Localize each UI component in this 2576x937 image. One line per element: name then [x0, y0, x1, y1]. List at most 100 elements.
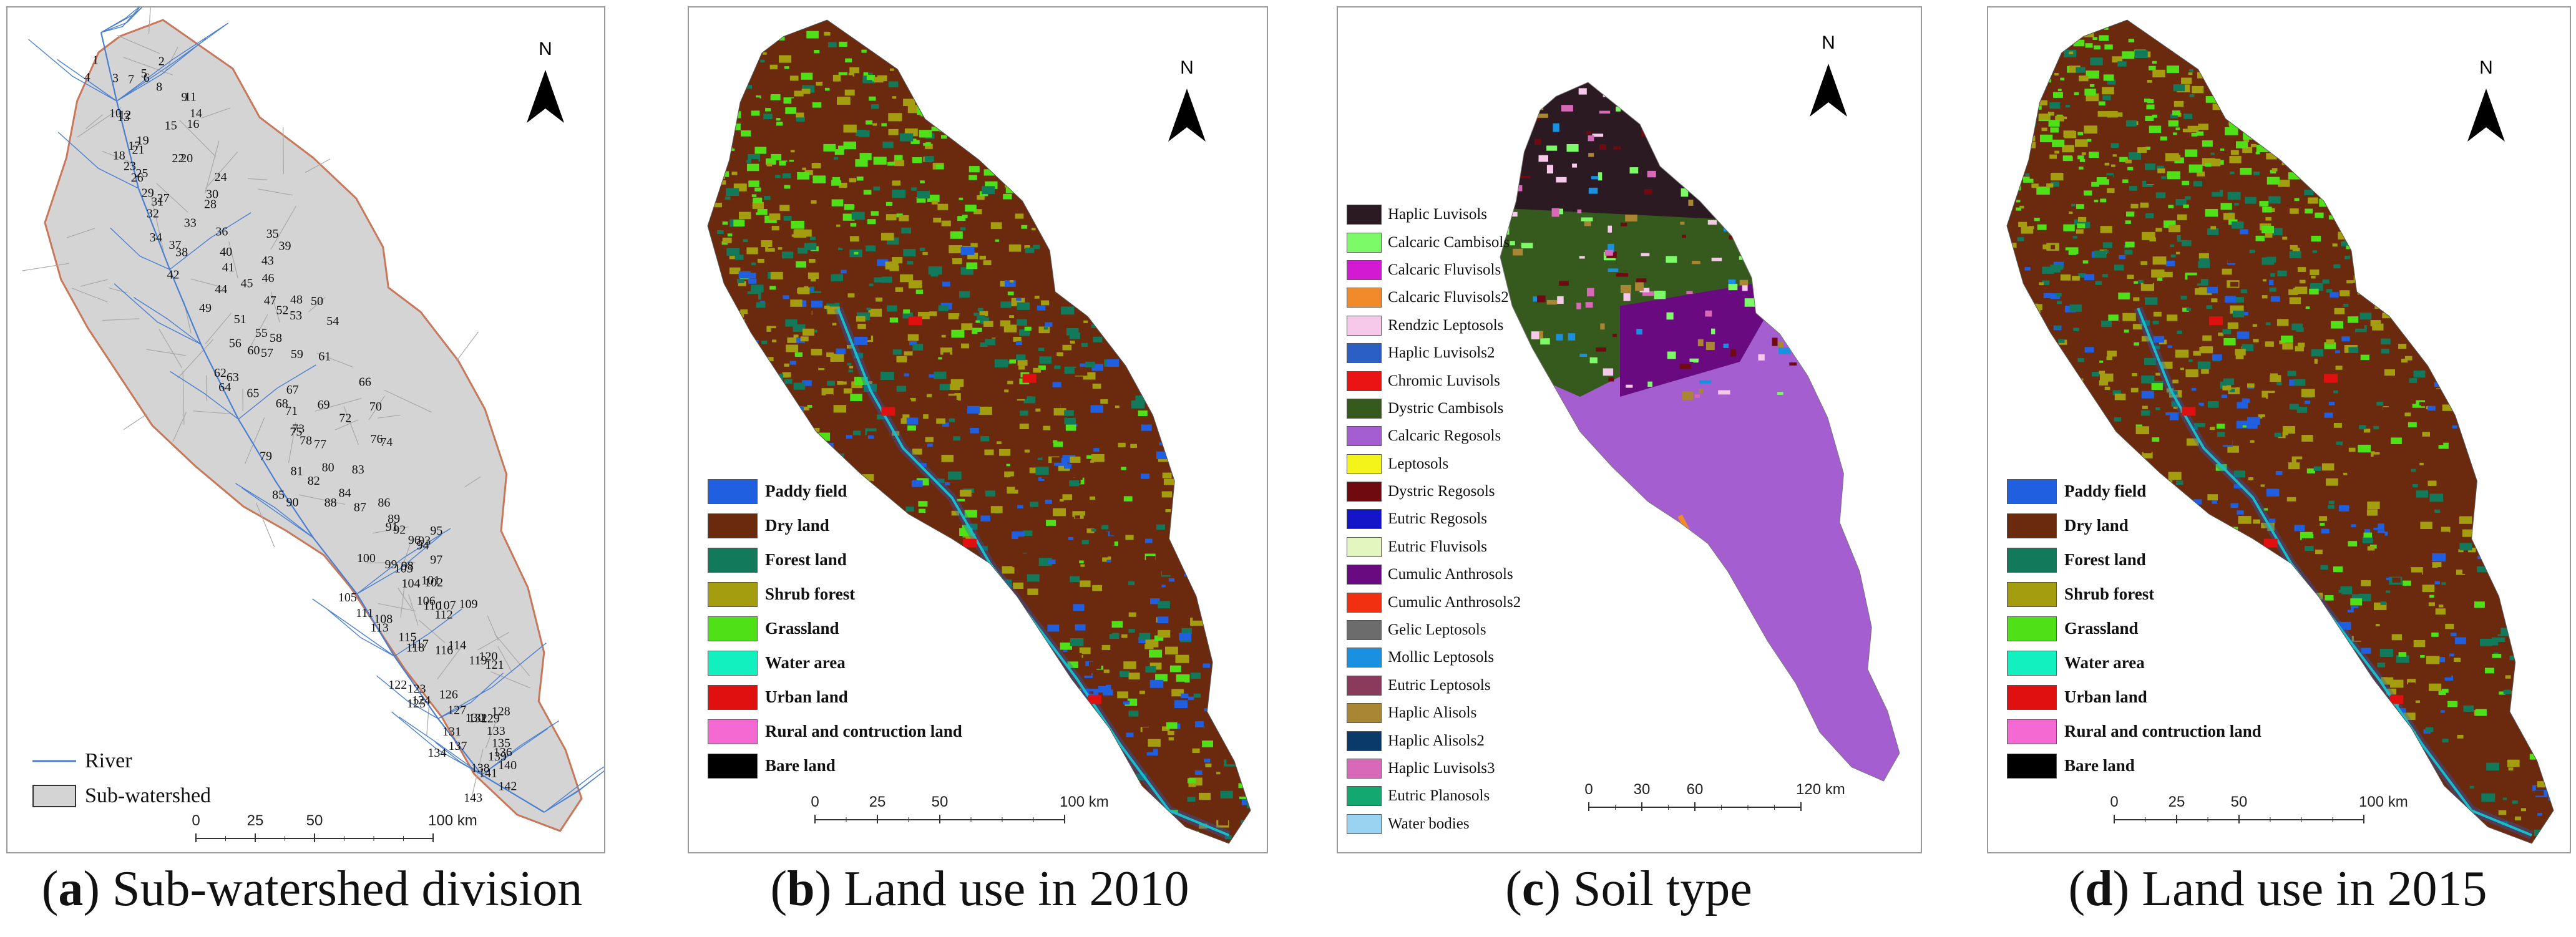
landuse-cell [1206, 175, 1214, 180]
tributary-river [116, 38, 207, 102]
landuse-cell [2270, 296, 2280, 302]
soil-cell [1707, 191, 1720, 195]
landuse-cell [1008, 742, 1013, 745]
landuse-cell [1130, 805, 1136, 808]
landuse-cell [1041, 300, 1050, 306]
landuse-cell [2050, 127, 2059, 133]
landuse-cell [1247, 755, 1251, 763]
landuse-cell [2545, 23, 2552, 27]
landuse-cell [957, 29, 962, 33]
landuse-cell [1138, 319, 1149, 327]
landuse-cell [763, 806, 774, 813]
landuse-cell [2242, 69, 2254, 77]
landuse-cell [995, 239, 1000, 242]
subwatershed-label: 139 [488, 750, 507, 764]
landuse-cell [2430, 204, 2442, 211]
landuse-cell [743, 239, 748, 243]
soil-legend-item: Cumulic Anthrosols [1347, 561, 1521, 588]
landuse-cell [1020, 20, 1030, 26]
landuse-cell [2487, 687, 2497, 693]
landuse-cell [1211, 550, 1221, 556]
subwatershed-boundary [288, 422, 296, 464]
subwatershed-boundary [246, 314, 268, 352]
landuse-cell [793, 465, 800, 469]
landuse-cell [1216, 422, 1227, 429]
landuse-cell [1128, 581, 1135, 585]
landuse-cell [1093, 336, 1103, 342]
landuse-cell [1125, 698, 1138, 706]
soil-cell [1775, 166, 1779, 170]
landuse-cell [2413, 640, 2426, 648]
landuse-cell [2283, 609, 2293, 615]
landuse-cell [2047, 245, 2056, 250]
landuse-cell [1179, 585, 1191, 591]
landuse-cell [2465, 608, 2479, 616]
landuse-cell [2492, 308, 2502, 314]
landuse-cell [2253, 64, 2263, 70]
landuse-cell [1247, 455, 1251, 458]
landuse-cell [997, 23, 1002, 27]
landuse-cell [2143, 448, 2152, 454]
landuse-cell [1064, 39, 1071, 44]
subwatershed-label: 41 [222, 261, 235, 274]
landuse-cell [1027, 544, 1038, 551]
landuse-cell [985, 490, 995, 497]
subwatershed-label: 38 [175, 245, 188, 259]
landuse-cell [2404, 231, 2411, 235]
landuse-cell [1128, 95, 1136, 100]
soil-cell [1898, 235, 1900, 241]
landuse-cell [1171, 210, 1184, 218]
landuse-cell [2261, 694, 2272, 702]
subwatershed-boundary [247, 178, 268, 180]
landuse-cell [2459, 516, 2472, 524]
landuse-cell [959, 291, 970, 298]
landuse-cell [946, 26, 960, 34]
landuse-cell [1107, 742, 1117, 749]
landuse-cell [2330, 459, 2334, 462]
subwatershed-boundary [66, 228, 95, 238]
landuse-cell [2261, 257, 2275, 265]
soil-cell [1704, 86, 1712, 94]
landuse-cell [1132, 355, 1140, 360]
landuse-cell [1199, 823, 1208, 829]
landuse-cell [2521, 311, 2526, 314]
landuse-cell [925, 142, 931, 146]
subwatershed-label: 18 [113, 149, 125, 163]
landuse-cell [724, 425, 732, 430]
landuse-cell [1110, 723, 1120, 729]
landuse-cell [861, 49, 867, 53]
landuse-cell [1113, 770, 1121, 776]
landuse-cell [1015, 483, 1026, 490]
landuse-cell [2102, 95, 2111, 100]
landuse-cell [916, 68, 926, 74]
landuse-cell [1003, 721, 1013, 728]
tributary-river [170, 371, 239, 420]
landuse-cell [1157, 31, 1162, 34]
landuse-cell [2146, 25, 2154, 31]
landuse-cell [2545, 542, 2554, 550]
tributary-river [133, 297, 202, 345]
soil-cell [1625, 215, 1637, 221]
landuse-cell [735, 356, 743, 361]
landuse-cell [1052, 208, 1061, 213]
landuse-cell [1231, 755, 1241, 761]
landuse-cell [2448, 621, 2461, 628]
landuse-cell [2078, 273, 2086, 278]
landuse-cell [2512, 620, 2523, 627]
landuse-cell [2047, 456, 2060, 464]
soil-cell [1777, 392, 1783, 395]
landuse-cell [1227, 384, 1241, 393]
soil-cell [1851, 355, 1863, 362]
landuse-cell [1198, 485, 1205, 490]
subwatershed-label: 35 [266, 227, 279, 241]
landuse-cell [928, 266, 942, 275]
landuse-cell [846, 435, 852, 439]
landuse-cell [2018, 221, 2027, 228]
landuse-cell [2267, 328, 2277, 334]
landuse-cell [1112, 97, 1118, 101]
landuse-cell [2134, 342, 2139, 346]
landuse-cell [1058, 470, 1071, 478]
landuse-cell [968, 175, 977, 180]
subwatershed-label: 83 [352, 463, 364, 477]
landuse-cell [1042, 313, 1050, 318]
